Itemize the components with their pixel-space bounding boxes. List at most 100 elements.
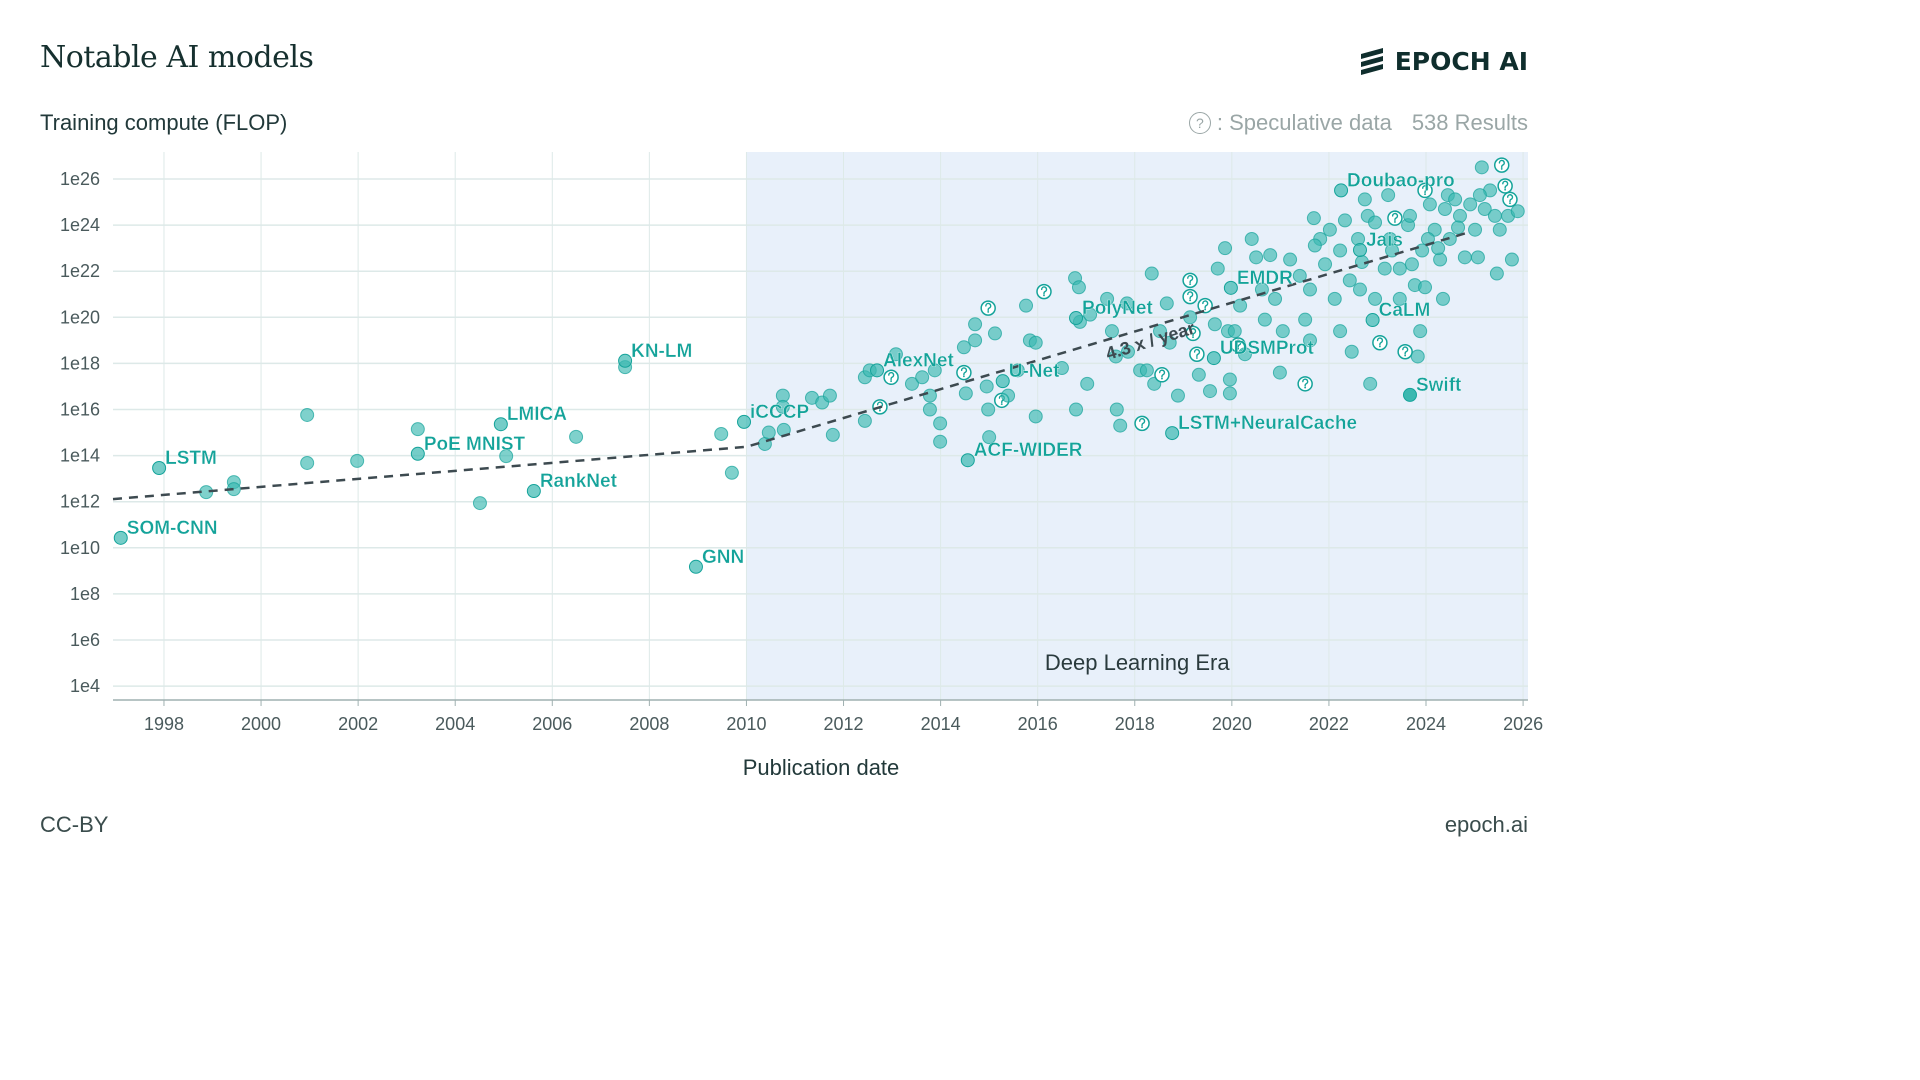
question-icon-curve: [1187, 275, 1194, 284]
question-icon-curve: [1193, 348, 1201, 358]
data-point: [1363, 376, 1378, 391]
labeled-point: [526, 484, 541, 499]
x-tick-label: 2026: [1503, 714, 1543, 734]
data-point: [933, 416, 948, 431]
labeled-point: [113, 530, 128, 545]
data-point: [981, 402, 996, 417]
x-tick-label: 2002: [338, 714, 378, 734]
question-icon: [1202, 300, 1209, 311]
x-tick-label: 2010: [726, 714, 766, 734]
data-point: [1435, 291, 1450, 306]
question-icon: [1040, 286, 1048, 297]
tick-labels: 1998 2000 2002 2004 2006 2008 2010 2012 2014 2016…: [60, 169, 1543, 734]
speculative-point: [1387, 210, 1403, 226]
question-icon-dot: [1189, 283, 1192, 286]
data-point: [1203, 384, 1218, 399]
point-label: LSTM+NeuralCache: [1178, 413, 1357, 434]
era-label: Deep Learning Era: [1045, 650, 1230, 675]
question-icon-dot: [1192, 336, 1194, 339]
labeled-point: [1365, 313, 1380, 328]
question-icon-dot: [1500, 168, 1503, 170]
data-point: [968, 317, 983, 332]
point-label: PolyNet: [1082, 298, 1153, 319]
data-point: [1001, 388, 1016, 403]
data-point: [1489, 266, 1504, 281]
x-axis-title: Publication date: [742, 755, 900, 780]
speculative-point: [1497, 178, 1513, 194]
data-point: [1080, 376, 1095, 391]
question-icon: [1376, 337, 1384, 348]
data-point: [1437, 201, 1452, 216]
x-tick-label: 2000: [241, 714, 281, 734]
data-point: [1108, 349, 1123, 364]
question-icon-curve: [1139, 418, 1146, 427]
question-icon-curve: [1202, 300, 1209, 309]
data-point: [1463, 197, 1478, 212]
data-point: [1292, 268, 1307, 283]
data-point: [1342, 273, 1357, 288]
data-point: [1322, 222, 1337, 237]
data-point: [1477, 201, 1492, 216]
question-icon-dot: [1189, 299, 1192, 302]
data-point: [1452, 208, 1467, 223]
data-point: [1418, 280, 1433, 295]
speculative-point: [1036, 283, 1052, 300]
speculative-point: [1397, 344, 1413, 360]
question-icon-curve: [1422, 185, 1429, 194]
data-point: [1249, 250, 1264, 265]
data-point: [922, 402, 937, 417]
scatter-plot: 1998 2000 2002 2004 2006 2008 2010 2012 2014 2016…: [60, 152, 1543, 734]
data-point: [1352, 282, 1367, 297]
data-point: [1433, 252, 1448, 267]
data-point: [1402, 208, 1417, 223]
y-tick-label: 1e24: [60, 215, 100, 235]
data-point: [1392, 261, 1407, 276]
question-icon: [1422, 185, 1429, 196]
data-point: [1069, 402, 1084, 417]
data-point: [1109, 402, 1124, 417]
question-icon-dot: [963, 375, 965, 378]
question-icon-curve: [1498, 159, 1505, 169]
speculative-point: [1502, 191, 1518, 208]
question-icon-curve: [1376, 337, 1384, 346]
question-icon-curve: [1158, 369, 1166, 378]
data-point: [982, 430, 997, 445]
data-point: [933, 434, 948, 449]
data-point: [714, 426, 729, 441]
data-point: [1159, 296, 1174, 311]
point-labels: SOM-CNN LSTM PoE MNIST LMICA RankNet KN-LM iCC…: [127, 170, 1463, 568]
data-point: [1268, 291, 1283, 306]
question-icon-curve: [1040, 286, 1048, 295]
epoch-logo[interactable]: EPOCH AI: [1357, 46, 1528, 76]
data-point: [1233, 298, 1248, 313]
question-icon-dot: [1043, 294, 1045, 297]
x-tick-label: 2016: [1018, 714, 1058, 734]
question-icon: [1498, 159, 1505, 170]
chart-title: Notable AI models: [40, 40, 314, 75]
data-point: [724, 465, 739, 480]
y-tick-label: 1e10: [60, 538, 100, 558]
point-label: ACF-WIDER: [974, 440, 1083, 461]
site-link[interactable]: epoch.ai: [1444, 812, 1528, 837]
data-point: [888, 347, 903, 362]
labeled-point: [152, 460, 167, 475]
point-label: PoE MNIST: [424, 434, 526, 455]
point-label: GNN: [702, 547, 744, 568]
question-icon: [1190, 328, 1197, 339]
data-point: [1404, 257, 1419, 272]
point-label: CaLM: [1379, 300, 1431, 321]
speculative-point: [1154, 367, 1170, 383]
data-point: [1431, 241, 1446, 256]
speculative-point: [1297, 376, 1313, 392]
speculative-point: [1189, 346, 1205, 362]
question-icon-dot: [1424, 193, 1426, 196]
point-label: UDSMProt: [1220, 338, 1315, 359]
labeled-point: [1223, 280, 1238, 295]
data-point: [761, 425, 776, 440]
x-tick-label: 2024: [1406, 714, 1446, 734]
data-point: [1113, 418, 1128, 433]
data-point: [1207, 317, 1222, 332]
question-icon-dot: [1404, 354, 1407, 357]
question-icon: [1235, 339, 1242, 350]
data-point: [857, 413, 872, 428]
